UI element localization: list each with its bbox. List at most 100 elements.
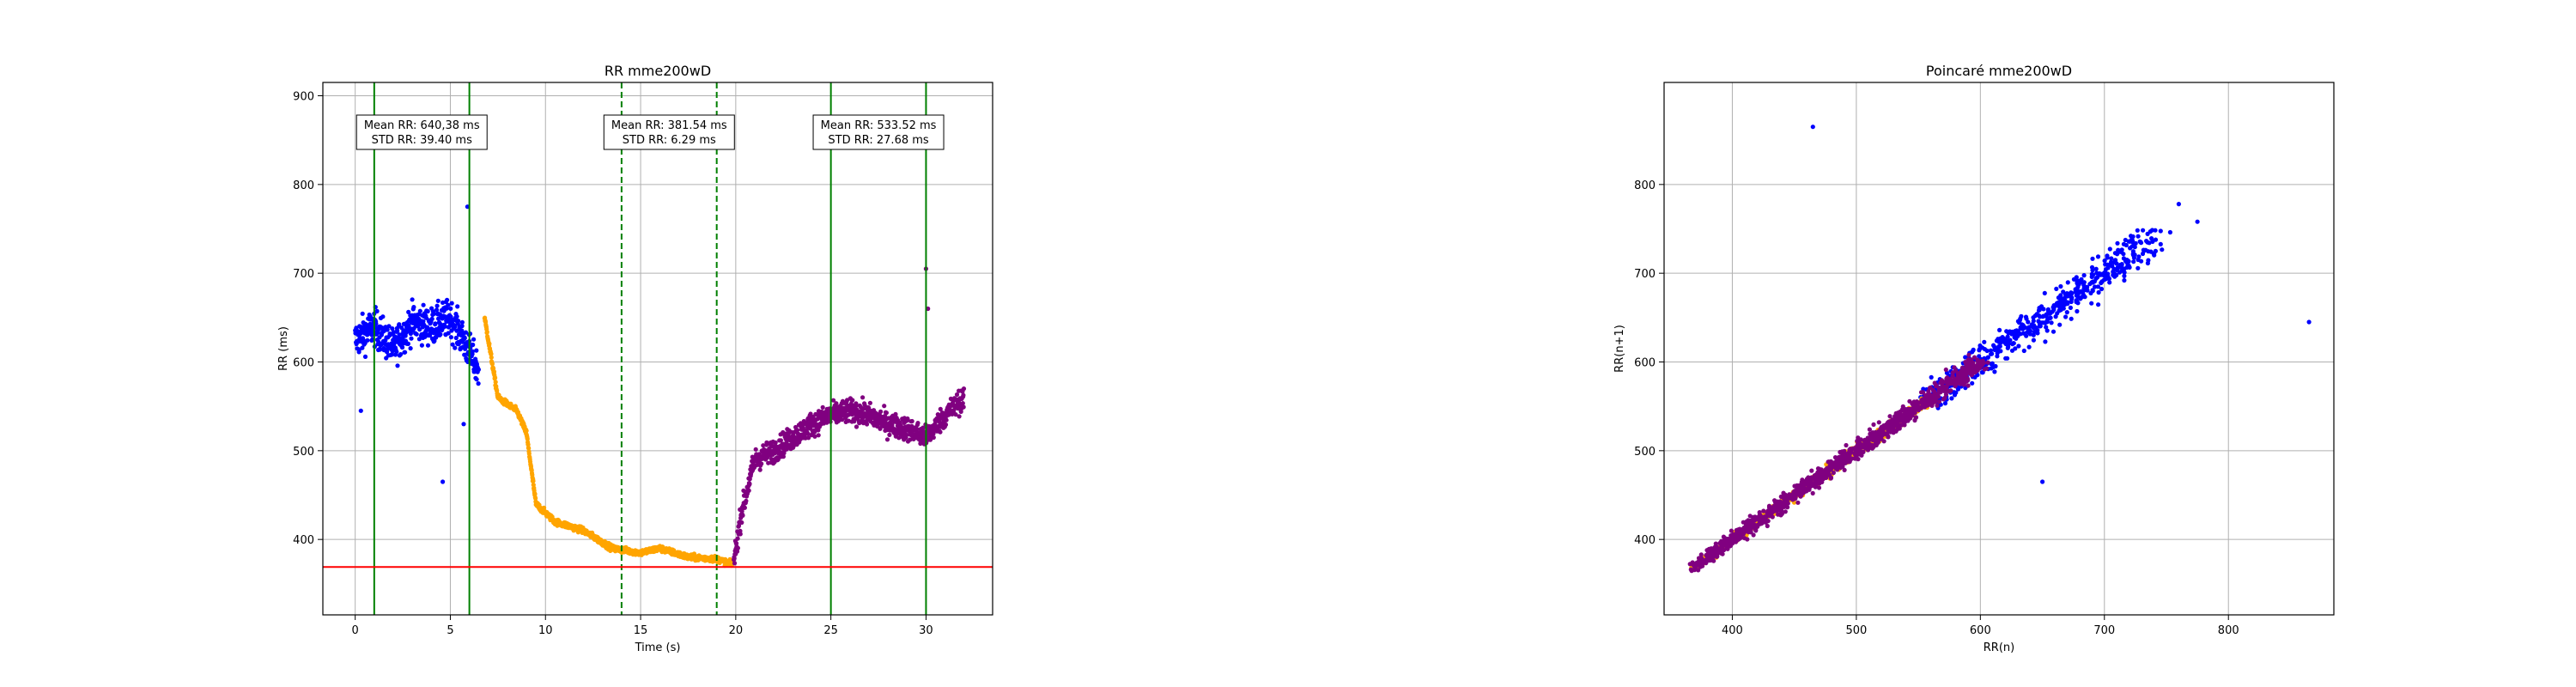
poincare-point xyxy=(2114,261,2119,266)
rr-point xyxy=(812,429,817,435)
poincare-point xyxy=(1732,539,1737,544)
rr-point xyxy=(736,523,742,528)
poincare-point xyxy=(2017,318,2022,323)
poincare-point xyxy=(2139,258,2144,264)
poincare-point xyxy=(2021,348,2026,354)
poincare-point xyxy=(1931,392,1936,398)
poincare-point xyxy=(2002,339,2007,345)
rr-point xyxy=(462,336,467,341)
poincare-point xyxy=(2128,246,2133,251)
poincare-point xyxy=(2089,271,2094,277)
poincare-point xyxy=(2090,256,2095,261)
poincare-point xyxy=(2119,247,2124,252)
poincare-point xyxy=(1847,450,1852,455)
poincare-point xyxy=(1953,377,1959,382)
poincare-point xyxy=(2075,308,2080,314)
poincare-point xyxy=(1810,490,1815,496)
rr-point xyxy=(453,335,459,341)
poincare-point xyxy=(1985,355,1990,360)
rr-point xyxy=(769,457,775,462)
rr-annotation-mean: Mean RR: 381.54 ms xyxy=(611,119,727,132)
rr-point xyxy=(408,346,413,351)
rr-point xyxy=(411,305,416,310)
poincare-point xyxy=(1795,500,1801,505)
rr-point xyxy=(398,352,404,357)
poincare-point xyxy=(1747,514,1753,519)
rr-point xyxy=(448,335,454,340)
rr-point xyxy=(446,302,451,307)
rr-point xyxy=(834,401,839,406)
poincare-point xyxy=(2082,295,2087,300)
poincare-point xyxy=(2075,284,2081,289)
rr-point xyxy=(865,422,870,427)
rr-point xyxy=(742,505,748,510)
poincare-point xyxy=(2041,307,2046,312)
poincare-point xyxy=(1827,463,1832,468)
rr-y-tick-label: 700 xyxy=(293,268,314,281)
rr-point xyxy=(425,343,431,348)
poincare-point xyxy=(1758,516,1763,521)
poincare-point xyxy=(1857,441,1862,447)
rr-point xyxy=(805,431,811,436)
rr-point xyxy=(820,404,825,410)
poincare-point xyxy=(2102,277,2107,283)
poincare-point xyxy=(1718,550,1723,556)
poincare-point xyxy=(2020,323,2026,328)
poincare-point xyxy=(1982,339,1987,344)
rr-point xyxy=(961,386,967,392)
poincare-point xyxy=(1809,468,1814,473)
rr-point xyxy=(491,369,497,374)
rr-point xyxy=(360,345,365,350)
poincare-point xyxy=(2059,303,2064,309)
poincare-point xyxy=(2106,263,2111,268)
poincare-point xyxy=(1991,343,1996,348)
poincare-point xyxy=(2093,276,2099,281)
rr-point xyxy=(433,321,438,326)
poincare-outlier-point xyxy=(2306,319,2312,325)
poincare-point xyxy=(1942,395,1947,400)
rr-point xyxy=(882,404,887,409)
rr-point xyxy=(385,327,390,332)
poincare-point xyxy=(1696,568,1701,573)
rr-point xyxy=(360,311,365,316)
poincare-x-tick-label: 800 xyxy=(2218,624,2239,637)
poincare-point xyxy=(2043,339,2048,344)
poincare-point xyxy=(1731,532,1736,537)
poincare-point xyxy=(1985,360,1990,365)
poincare-point xyxy=(2147,240,2152,246)
rr-chart-title: RR mme200wD xyxy=(605,63,711,79)
poincare-point xyxy=(1736,527,1742,532)
poincare-point xyxy=(1964,379,1969,384)
poincare-point xyxy=(2114,272,2119,277)
rr-point xyxy=(410,297,415,302)
poincare-point xyxy=(1927,398,1932,403)
rr-point xyxy=(476,367,482,372)
rr-point xyxy=(816,433,821,438)
rr-point xyxy=(429,316,434,321)
poincare-point xyxy=(1864,437,1869,443)
rr-x-axis-label: Time (s) xyxy=(635,641,681,654)
poincare-point xyxy=(1966,352,1971,357)
poincare-point xyxy=(2096,302,2101,307)
rr-point xyxy=(400,344,405,350)
rr-point xyxy=(773,440,778,446)
rr-point xyxy=(531,478,536,483)
poincare-point xyxy=(2099,280,2104,286)
poincare-point xyxy=(1692,563,1697,568)
poincare-point xyxy=(2100,271,2105,277)
rr-point xyxy=(417,308,422,313)
poincare-point xyxy=(2044,328,2050,333)
rr-point xyxy=(740,513,745,518)
poincare-outlier-point xyxy=(2040,479,2045,484)
rr-point xyxy=(862,403,867,408)
rr-point xyxy=(378,347,383,352)
poincare-point xyxy=(2063,314,2069,319)
poincare-point xyxy=(1932,389,1937,394)
poincare-point xyxy=(1699,562,1705,567)
poincare-point xyxy=(1849,456,1854,461)
poincare-point xyxy=(1765,508,1771,514)
rr-point xyxy=(453,324,458,329)
rr-annotation-std: STD RR: 27.68 ms xyxy=(828,134,929,147)
